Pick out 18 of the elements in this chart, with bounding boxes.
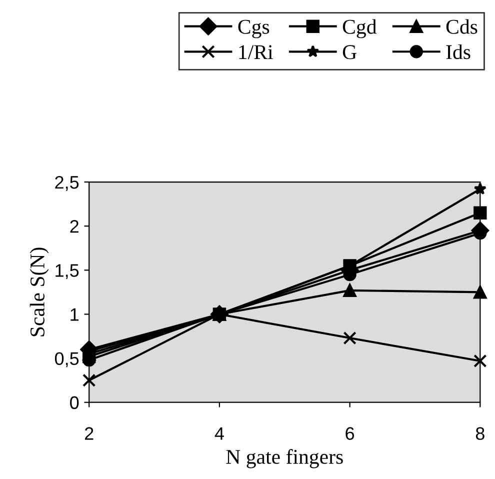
x-tick-label: 2 <box>84 427 94 440</box>
legend-label: G <box>342 45 356 60</box>
x-tick-label: 4 <box>214 427 224 440</box>
y-tick-label: 1,5 <box>56 264 79 280</box>
y-tick-label: 2,5 <box>55 176 79 191</box>
x-tick-label: 8 <box>476 427 484 440</box>
y-axis-title: Scale S(N) <box>30 248 49 336</box>
y-tick-label: 1 <box>70 308 78 321</box>
legend-label: Cgs <box>238 20 270 38</box>
y-tick-label: 0,5 <box>54 352 79 368</box>
x-tick-label: 6 <box>346 427 354 440</box>
legend-label: Cgd <box>342 19 377 38</box>
legend-label: Cds <box>446 19 478 34</box>
legend-label: 1/Ri <box>239 45 273 60</box>
legend-label: Ids <box>446 44 470 60</box>
y-tick-label: 2 <box>70 220 78 233</box>
x-axis-title: N gate fingers <box>226 449 343 468</box>
y-tick-label: 0 <box>70 396 79 410</box>
